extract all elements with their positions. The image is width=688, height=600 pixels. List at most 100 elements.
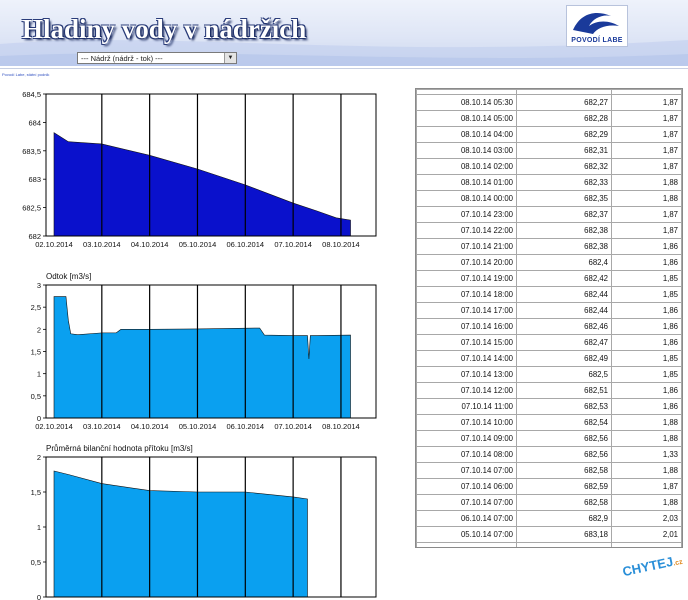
table-row: 07.10.14 22:00 682,38 1,87 — [416, 222, 682, 239]
y-tick-label: 1 — [37, 523, 41, 532]
table-row: 08.10.14 04:00 682,29 1,87 — [416, 126, 682, 143]
x-tick-label: 03.10.2014 — [83, 240, 121, 249]
y-tick-label: 683 — [28, 175, 41, 184]
table-row: 06.10.14 07:00 682,9 2,03 — [416, 510, 682, 527]
reservoir-select[interactable]: --- Nádrž (nádrž - tok) --- ▼ — [77, 52, 237, 64]
x-tick-label: 08.10.2014 — [322, 422, 360, 431]
table-row: 08.10.14 00:00 682,35 1,88 — [416, 190, 682, 207]
table-cell-flow: 1,88 — [611, 462, 682, 479]
table-row: 07.10.14 11:00 682,53 1,86 — [416, 398, 682, 415]
y-tick-label: 0 — [37, 414, 41, 423]
logo-wave-icon — [573, 12, 619, 34]
table-row: 07.10.14 19:00 682,42 1,85 — [416, 270, 682, 287]
table-cell-level: 682,31 — [516, 142, 612, 159]
table-cell-flow: 1,85 — [611, 350, 682, 367]
table-cell-level: 682,29 — [516, 126, 612, 143]
table-row: 08.10.14 03:00 682,31 1,87 — [416, 142, 682, 159]
table-cell-time: 07.10.14 23:00 — [416, 206, 517, 223]
table-cell-level: 682,56 — [516, 430, 612, 447]
table-cell-time: 07.10.14 17:00 — [416, 302, 517, 319]
page-title: Hladiny vody v nádržích — [22, 14, 307, 44]
table-cell-time: 07.10.14 16:00 — [416, 318, 517, 335]
table-cell-level: 682,32 — [516, 158, 612, 175]
chart-water-level: 682 682,5 683 683,5 684 684,5 02.10.2014 03.10.… — [22, 90, 377, 249]
table-row: 07.10.14 23:00 682,37 1,87 — [416, 206, 682, 223]
table-cell-level: 682,42 — [516, 270, 612, 287]
table-row: 08.10.14 05:30 682,27 1,87 — [416, 94, 682, 111]
table-cell-level: 682,54 — [516, 414, 612, 431]
plot-frame — [45, 93, 377, 237]
table-cell-time: 07.10.14 22:00 — [416, 222, 517, 239]
table-cell-flow: 1,88 — [611, 430, 682, 447]
x-tick-label: 03.10.2014 — [83, 422, 121, 431]
table-cell-flow: 1,88 — [611, 174, 682, 191]
table-cell-flow: 1,86 — [611, 398, 682, 415]
table-cell-flow: 1,85 — [611, 366, 682, 383]
table-cell-flow: 1,88 — [611, 190, 682, 207]
table-cell-time: 07.10.14 18:00 — [416, 286, 517, 303]
povodi-labe-logo[interactable]: POVODÍ LABE — [566, 5, 628, 47]
y-tick-label: 0,5 — [31, 558, 41, 567]
table-cell-time: 07.10.14 09:00 — [416, 430, 517, 447]
x-tick-label: 07.10.2014 — [274, 240, 312, 249]
table-cell-flow: 1,86 — [611, 318, 682, 335]
table-cell-flow: 1,87 — [611, 222, 682, 239]
table-cell-time: 07.10.14 07:00 — [416, 462, 517, 479]
x-tick-label: 08.10.2014 — [322, 240, 360, 249]
table-cell-flow: 1,87 — [611, 94, 682, 111]
table-cell-time: 07.10.14 13:00 — [416, 366, 517, 383]
y-tick-label: 684,5 — [22, 90, 41, 99]
table-cell-level: 682,28 — [516, 110, 612, 127]
y-tick-label: 684 — [28, 118, 41, 127]
table-cell-level: 682,9 — [516, 510, 612, 527]
table-cell-level: 682,59 — [516, 478, 612, 495]
table-cell-flow: 1,87 — [611, 142, 682, 159]
top-link[interactable]: Povodí Labe, státní podnik — [2, 72, 50, 77]
chart-title: Průměrná bilanční hodnota přítoku [m3/s] — [46, 444, 193, 453]
y-tick-label: 683,5 — [22, 147, 41, 156]
table-row: 07.10.14 08:00 682,56 1,33 — [416, 446, 682, 463]
y-tick-label: 2,5 — [31, 303, 41, 312]
table-cell-time: 07.10.14 12:00 — [416, 382, 517, 399]
table-row: 07.10.14 14:00 682,49 1,85 — [416, 350, 682, 367]
table-cell-level: 682,4 — [516, 254, 612, 271]
table-row: 07.10.14 07:00 682,58 1,88 — [416, 462, 682, 479]
table-cell-flow: 1,85 — [611, 286, 682, 303]
y-tick-label: 2 — [37, 325, 41, 334]
table-cell-level: 682,38 — [516, 222, 612, 239]
table-row: 08.10.14 05:00 682,28 1,87 — [416, 110, 682, 127]
table-row: 07.10.14 21:00 682,38 1,86 — [416, 238, 682, 255]
table-cell-time: 08.10.14 00:00 — [416, 190, 517, 207]
table-row: 07.10.14 07:00 682,58 1,88 — [416, 494, 682, 511]
table-cell-level: 682,33 — [516, 174, 612, 191]
table-cell-time: 07.10.14 11:00 — [416, 398, 517, 415]
chart-outflow: Odtok [m3/s] 0 0,5 1 1,5 2 2,5 3 02.10.2014 03.10… — [31, 272, 377, 431]
x-tick-label: 06.10.2014 — [227, 422, 265, 431]
table-cell-level: 682,51 — [516, 382, 612, 399]
table-cell-level: 682,49 — [516, 350, 612, 367]
series-area — [53, 296, 351, 419]
table-cell-level: 682,37 — [516, 206, 612, 223]
table-cell-flow: 2,03 — [611, 510, 682, 527]
table-cell-time: 08.10.14 01:00 — [416, 174, 517, 191]
data-table[interactable]: 08.10.14 05:30 682,27 1,87 08.10.14 05:00 68… — [415, 88, 683, 548]
table-cell-flow: 1,85 — [611, 270, 682, 287]
table-cell-flow: 2,01 — [611, 542, 682, 547]
table-cell-time: 04.10.14 07:00 — [416, 542, 517, 547]
table-cell-time: 07.10.14 10:00 — [416, 414, 517, 431]
x-tick-label: 04.10.2014 — [131, 240, 169, 249]
x-tick-label: 05.10.2014 — [179, 240, 217, 249]
table-cell-time: 06.10.14 07:00 — [416, 510, 517, 527]
page-header: Hladiny vody v nádržích POVODÍ LABE --- … — [0, 0, 688, 66]
table-cell-time: 07.10.14 08:00 — [416, 446, 517, 463]
table-cell-time: 07.10.14 21:00 — [416, 238, 517, 255]
chevron-down-icon[interactable]: ▼ — [224, 53, 236, 63]
table-cell-level: 682,47 — [516, 334, 612, 351]
table-cell-flow: 1,87 — [611, 478, 682, 495]
table-cell-time: 07.10.14 14:00 — [416, 350, 517, 367]
table-cell-flow: 1,87 — [611, 158, 682, 175]
table-cell-flow: 1,86 — [611, 334, 682, 351]
table-cell-flow: 1,88 — [611, 414, 682, 431]
table-cell-time: 07.10.14 19:00 — [416, 270, 517, 287]
y-tick-label: 0,5 — [31, 392, 41, 401]
